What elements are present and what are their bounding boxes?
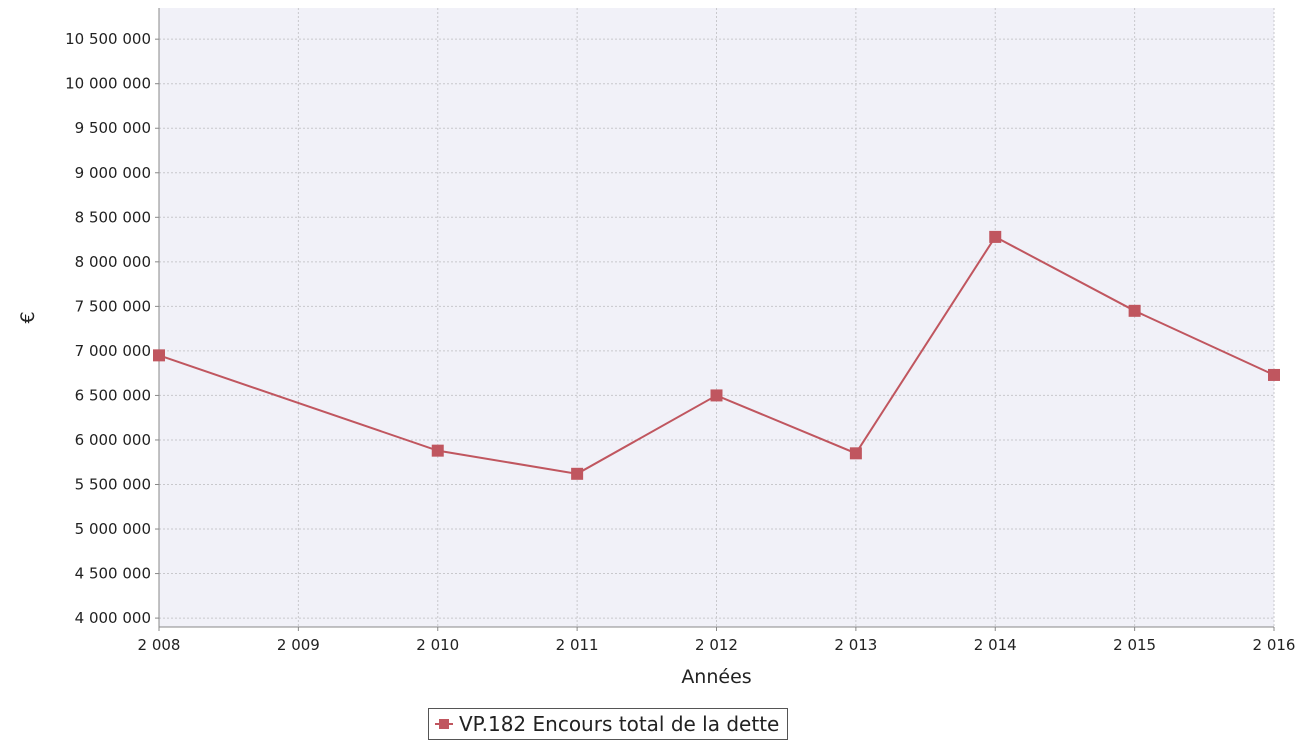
grid-layer [158,8,1275,627]
y-tick-label: 5 000 000 [75,520,151,538]
data-point-marker [153,349,165,362]
legend-swatch [435,718,453,730]
x-tick-label: 2 009 [277,636,320,654]
y-tick-label: 4 500 000 [75,565,151,583]
x-tick-label: 2 016 [1253,636,1296,654]
data-point-marker [431,444,444,457]
x-tick-label: 2 012 [695,636,738,654]
series-layer [153,230,1280,480]
legend-marker [439,719,449,729]
data-point-marker [571,467,584,480]
y-tick-label: 6 500 000 [75,386,151,404]
x-tick-label: 2 014 [974,636,1017,654]
x-axis-title: Années [681,666,751,688]
x-tick-label: 2 010 [416,636,459,654]
legend-label: VP.182 Encours total de la dette [459,712,780,736]
series-line [158,235,1275,475]
y-axis-title: € [17,311,39,323]
data-point-marker [1128,304,1141,317]
y-tick-label: 10 000 000 [65,75,151,93]
x-tick-label: 2 008 [138,636,181,654]
y-tick-label: 7 500 000 [75,297,151,315]
data-point-marker [849,447,862,460]
data-point-marker [1268,368,1280,381]
data-point-marker [710,389,723,402]
y-tick-label: 10 500 000 [65,30,151,48]
y-tick-label: 9 000 000 [75,164,151,182]
y-tick-label: 8 000 000 [75,253,151,271]
y-tick-label: 7 000 000 [75,342,151,360]
x-tick-label: 2 015 [1113,636,1156,654]
y-tick-label: 9 500 000 [75,119,151,137]
x-tick-label: 2 013 [834,636,877,654]
y-tick-label: 8 500 000 [75,208,151,226]
y-tick-label: 6 000 000 [75,431,151,449]
y-tick-label: 5 500 000 [75,475,151,493]
data-point-marker [989,230,1002,243]
x-tick-label: 2 011 [556,636,599,654]
legend: VP.182 Encours total de la dette [428,708,789,740]
axis-layer: 4 000 000 4 500 000 5 000 000 5 500 000 6 00… [65,8,1295,654]
y-tick-label: 4 000 000 [75,609,151,627]
